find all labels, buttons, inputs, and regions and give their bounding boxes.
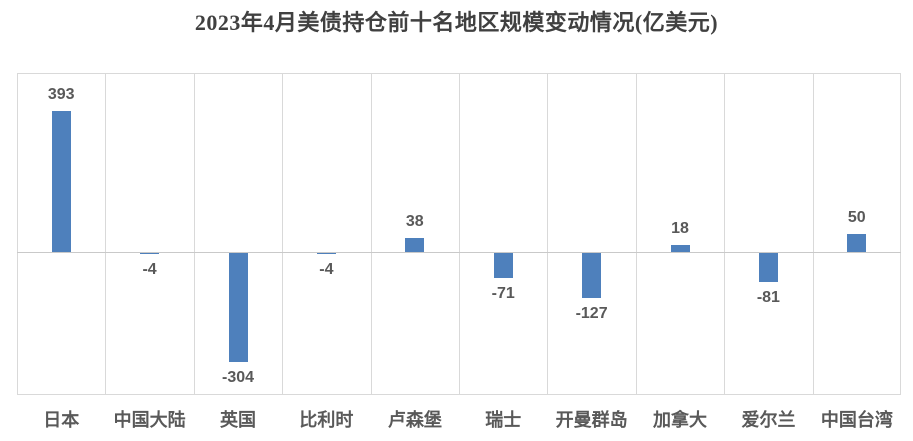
plot-area: 393 -4 -304 -4 38 -71 -127 18 -81 50 — [17, 73, 901, 395]
bar — [51, 111, 71, 252]
gridline — [547, 73, 548, 395]
category-label: 瑞士 — [485, 410, 522, 430]
bar — [493, 252, 513, 279]
value-label: 38 — [405, 213, 424, 231]
value-label: 18 — [671, 220, 689, 238]
value-label: -127 — [575, 305, 608, 323]
bar — [758, 252, 778, 282]
value-label: -4 — [142, 261, 157, 279]
plot-border — [17, 394, 901, 395]
value-label: -304 — [221, 368, 255, 386]
gridline — [813, 73, 814, 395]
plot-border — [17, 73, 901, 74]
category-label: 中国大陆 — [113, 410, 186, 430]
gridline — [900, 73, 901, 395]
category-label: 加拿大 — [653, 410, 708, 430]
value-label: -71 — [491, 285, 515, 303]
gridline — [636, 73, 637, 395]
category-label: 中国台湾 — [820, 410, 893, 430]
category-label: 英国 — [220, 410, 257, 430]
category-label: 比利时 — [299, 410, 354, 430]
zero-axis-line — [17, 252, 901, 253]
value-label: 50 — [847, 209, 866, 226]
category-label: 爱尔兰 — [741, 410, 796, 430]
bar — [316, 252, 336, 255]
category-label: 卢森堡 — [387, 410, 442, 430]
gridline — [194, 73, 195, 395]
gridline — [459, 73, 460, 395]
bar — [228, 252, 248, 362]
category-label: 开曼群岛 — [555, 410, 628, 430]
value-label: -81 — [756, 288, 780, 306]
bar — [405, 238, 425, 252]
x-axis-labels: 日本 中国大陆 英国 比利时 卢森堡 瑞士 开曼群岛 加拿大 爱尔兰 中国台湾 — [17, 402, 901, 438]
value-label: 393 — [47, 86, 75, 104]
bar — [847, 234, 867, 252]
bar — [670, 245, 690, 252]
gridline — [17, 73, 18, 395]
gridline — [105, 73, 106, 395]
bar — [582, 252, 602, 299]
bar — [140, 252, 160, 255]
value-label: -4 — [319, 261, 334, 279]
chart-title: 2023年4月美债持仓前十名地区规模变动情况(亿美元) — [194, 10, 719, 35]
gridline — [724, 73, 725, 395]
category-label: 日本 — [43, 410, 80, 430]
gridline — [282, 73, 283, 395]
gridline — [371, 73, 372, 395]
